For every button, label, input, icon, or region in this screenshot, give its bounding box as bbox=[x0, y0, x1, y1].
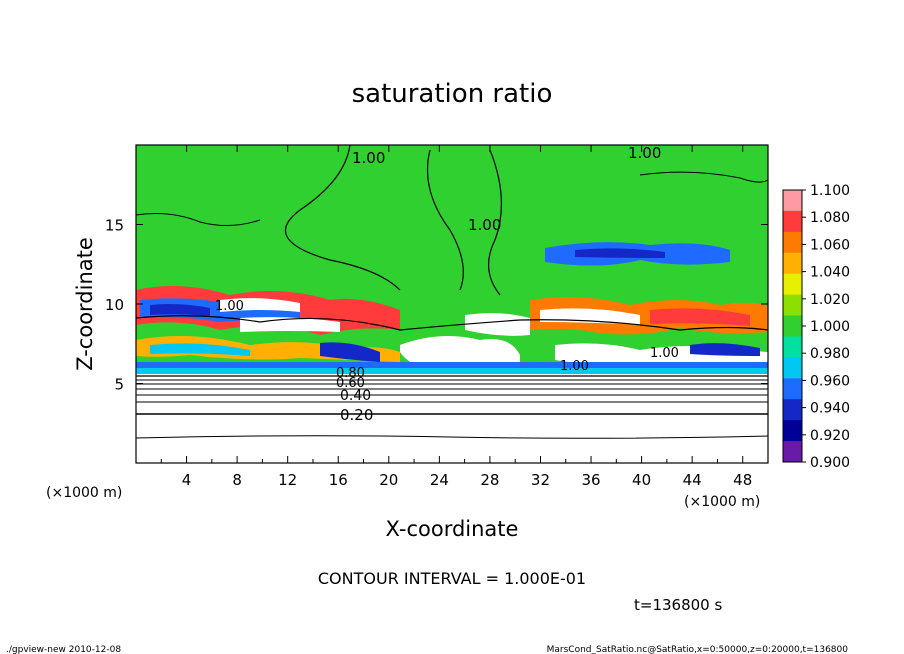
x-tick-label: 28 bbox=[480, 471, 499, 489]
contour-label: 1.00 bbox=[650, 346, 679, 361]
contour-label: 1.00 bbox=[560, 359, 589, 374]
contour-label: 1.00 bbox=[352, 149, 385, 167]
chart-title: saturation ratio bbox=[352, 79, 553, 109]
colorbar-label: 0.900 bbox=[810, 455, 850, 471]
colorbar-label: 1.020 bbox=[810, 292, 850, 308]
x-unit-right: (×1000 m) bbox=[684, 494, 760, 510]
colorbar-label: 1.040 bbox=[810, 265, 850, 281]
y-axis-label: Z-coordinate bbox=[73, 237, 97, 371]
footer-left: ./gpview-new 2010-12-08 bbox=[6, 645, 121, 654]
colorbar-swatch bbox=[783, 420, 802, 442]
colorbar-swatch bbox=[783, 399, 802, 421]
colorbar-label: 0.980 bbox=[810, 346, 850, 362]
upper-cyan-patch bbox=[575, 248, 665, 258]
field-lower bbox=[136, 370, 768, 463]
x-tick-label: 44 bbox=[683, 471, 702, 489]
time-text: t=136800 s bbox=[634, 596, 722, 614]
colorbar: 1.100 1.080 1.060 1.040 1.020 1.000 0.980 0.960… bbox=[782, 183, 850, 471]
colorbar-label: 0.960 bbox=[810, 373, 850, 389]
contour-label: 1.00 bbox=[628, 144, 661, 162]
footer-right: MarsCond_SatRatio.nc@SatRatio,x=0:50000,… bbox=[547, 645, 849, 654]
colorbar-label: 1.080 bbox=[810, 210, 850, 226]
x-unit-left: (×1000 m) bbox=[46, 485, 122, 501]
x-tick-label: 40 bbox=[632, 471, 651, 489]
x-tick-label: 24 bbox=[430, 471, 449, 489]
colorbar-label: 0.940 bbox=[810, 401, 850, 417]
plot-area: 1.00 1.00 1.00 1.00 1.00 1.00 0.80 0.60 … bbox=[135, 144, 769, 464]
colorbar-swatch bbox=[783, 190, 802, 212]
colorbar-swatch bbox=[783, 378, 802, 400]
colorbar-swatch bbox=[783, 441, 802, 463]
mixed-layer-blobs bbox=[136, 286, 768, 374]
contour-label: 0.40 bbox=[340, 388, 371, 404]
colorbar-swatch bbox=[783, 210, 802, 233]
colorbar-swatch bbox=[783, 336, 802, 358]
contour-label: 0.20 bbox=[340, 406, 373, 424]
x-tick-label: 32 bbox=[531, 471, 550, 489]
y-tick-label: 15 bbox=[105, 217, 124, 235]
x-tick-label: 8 bbox=[232, 471, 242, 489]
y-axis: 5 10 15 bbox=[105, 217, 768, 394]
contour-labels: 1.00 1.00 1.00 1.00 1.00 1.00 0.80 0.60 … bbox=[215, 144, 679, 424]
x-tick-label: 48 bbox=[733, 471, 752, 489]
colorbar-label: 1.100 bbox=[810, 183, 850, 199]
colorbar-label: 1.060 bbox=[810, 237, 850, 253]
contour-label: 1.00 bbox=[215, 299, 244, 314]
contour-label: 0.60 bbox=[336, 376, 365, 391]
contour-label: 0.80 bbox=[336, 366, 365, 381]
x-tick-label: 36 bbox=[581, 471, 600, 489]
x-tick-label: 4 bbox=[182, 471, 192, 489]
colorbar-swatch bbox=[783, 357, 802, 379]
colorbar-swatch bbox=[783, 273, 802, 296]
stable-layer-contours bbox=[135, 144, 769, 439]
colorbar-swatch bbox=[783, 231, 802, 254]
y-tick-label: 10 bbox=[105, 296, 124, 314]
contour-interval-text: CONTOUR INTERVAL = 1.000E-01 bbox=[318, 569, 586, 588]
x-axis: 4 8 12 16 20 24 28 32 36 40 44 48 bbox=[160, 145, 752, 489]
colorbar-label: 1.000 bbox=[810, 319, 850, 335]
x-tick-label: 20 bbox=[379, 471, 398, 489]
x-axis-label: X-coordinate bbox=[386, 517, 519, 541]
x-tick-label: 12 bbox=[278, 471, 297, 489]
colorbar-swatch bbox=[783, 252, 802, 275]
contour-label: 1.00 bbox=[468, 216, 501, 234]
x-tick-label: 16 bbox=[329, 471, 348, 489]
colorbar-swatch bbox=[783, 294, 802, 317]
colorbar-label: 0.920 bbox=[810, 428, 850, 444]
y-tick-label: 5 bbox=[114, 376, 124, 394]
colorbar-swatch bbox=[783, 315, 802, 337]
